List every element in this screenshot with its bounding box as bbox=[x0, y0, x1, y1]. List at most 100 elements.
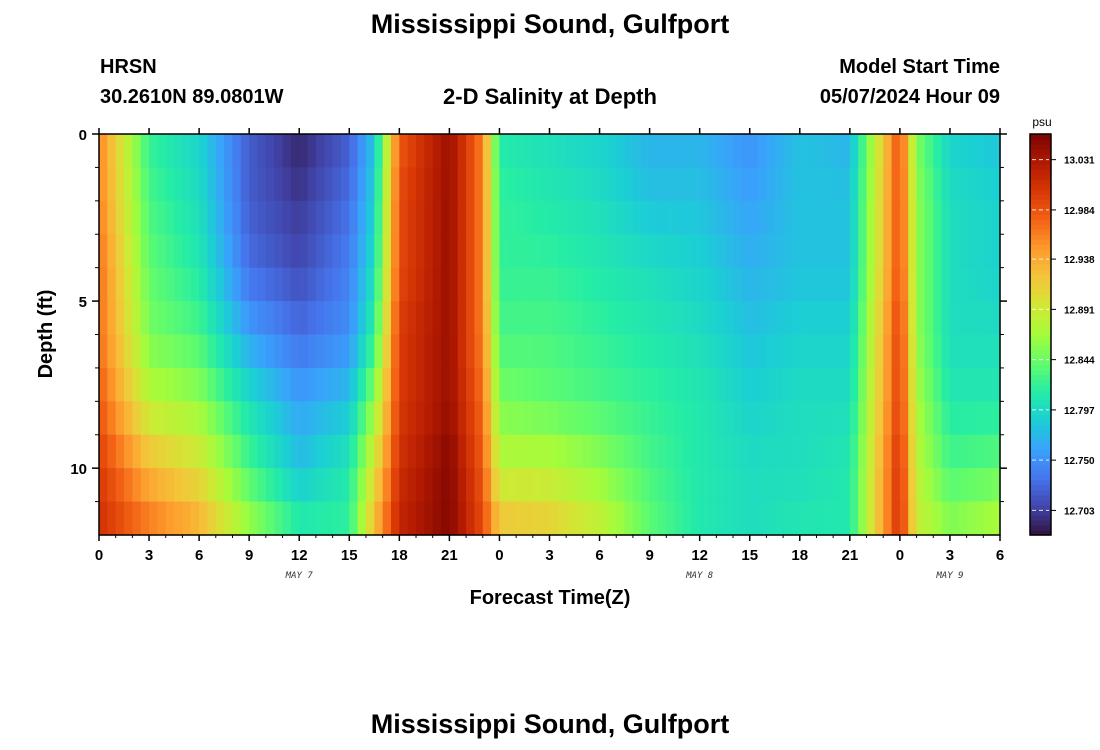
colorbar-border bbox=[1029, 133, 1052, 536]
heatmap-cell bbox=[766, 301, 776, 336]
heatmap-cell bbox=[741, 167, 751, 202]
heatmap-cell bbox=[107, 401, 117, 436]
heatmap-cell bbox=[99, 301, 108, 336]
heatmap-cell bbox=[349, 301, 359, 336]
y-tick-label: 0 bbox=[79, 127, 87, 144]
heatmap-cell bbox=[457, 200, 467, 235]
heatmap-cell bbox=[799, 234, 809, 269]
heatmap-cell bbox=[791, 301, 801, 336]
heatmap-cell bbox=[557, 134, 567, 169]
heatmap-cell bbox=[841, 200, 851, 235]
heatmap-cell bbox=[682, 434, 692, 469]
heatmap-cell bbox=[749, 267, 759, 302]
heatmap-cell bbox=[749, 501, 759, 536]
heatmap-cell bbox=[482, 501, 492, 536]
heatmap-cell bbox=[799, 434, 809, 469]
colorbar-segment bbox=[1030, 464, 1051, 471]
heatmap-cell bbox=[849, 334, 859, 369]
heatmap-cell bbox=[207, 501, 217, 536]
heatmap-cell bbox=[499, 468, 509, 503]
heatmap-cell bbox=[841, 267, 851, 302]
heatmap-cell bbox=[708, 501, 717, 536]
heatmap-cell bbox=[632, 200, 642, 235]
heatmap-cell bbox=[149, 501, 158, 536]
heatmap-cell bbox=[265, 167, 275, 202]
heatmap-cell bbox=[958, 234, 968, 269]
heatmap-cell bbox=[299, 134, 309, 169]
heatmap-cell bbox=[607, 267, 617, 302]
heatmap-cell bbox=[749, 367, 759, 402]
heatmap-cell bbox=[399, 301, 409, 336]
heatmap-cell bbox=[758, 134, 767, 169]
heatmap-cell bbox=[149, 267, 158, 302]
heatmap-cell bbox=[324, 301, 334, 336]
heatmap-cell bbox=[641, 267, 651, 302]
heatmap-cell bbox=[507, 301, 517, 336]
heatmap-cell bbox=[724, 167, 734, 202]
heatmap-cell bbox=[758, 301, 767, 336]
heatmap-cell bbox=[149, 334, 158, 369]
heatmap-cell bbox=[499, 367, 509, 402]
heatmap-cell bbox=[699, 334, 709, 369]
heatmap-cell bbox=[290, 501, 300, 536]
colorbar-tick-label: 12.797 bbox=[1064, 406, 1095, 417]
heatmap-cell bbox=[607, 234, 617, 269]
colorbar-segment bbox=[1030, 274, 1051, 280]
heatmap-cell bbox=[682, 468, 692, 503]
heatmap-cell bbox=[516, 434, 526, 469]
heatmap-cell bbox=[491, 267, 501, 302]
heatmap-cell bbox=[883, 501, 893, 536]
heatmap-cell bbox=[215, 200, 225, 235]
colorbar-segment bbox=[1030, 139, 1051, 145]
heatmap-cell bbox=[682, 301, 692, 336]
heatmap-cell bbox=[132, 301, 142, 336]
heatmap-cell bbox=[607, 167, 617, 202]
heatmap-cell bbox=[749, 468, 759, 503]
heatmap-cell bbox=[791, 134, 801, 169]
heatmap-cell bbox=[916, 401, 926, 436]
heatmap-cell bbox=[566, 234, 576, 269]
heatmap-cell bbox=[941, 367, 951, 402]
heatmap-cell bbox=[290, 367, 300, 402]
heatmap-cell bbox=[933, 334, 943, 369]
heatmap-cell bbox=[399, 334, 409, 369]
heatmap-cell bbox=[816, 134, 826, 169]
heatmap-cell bbox=[966, 234, 976, 269]
heatmap-cell bbox=[891, 434, 901, 469]
heatmap-cell bbox=[841, 334, 851, 369]
heatmap-cell bbox=[115, 334, 125, 369]
heatmap-cell bbox=[115, 167, 125, 202]
heatmap-cell bbox=[624, 434, 634, 469]
heatmap-cell bbox=[966, 301, 976, 336]
heatmap-cell bbox=[224, 134, 234, 169]
heatmap-cell bbox=[332, 434, 342, 469]
heatmap-cell bbox=[933, 167, 943, 202]
heatmap-cell bbox=[282, 367, 292, 402]
colorbar-segment bbox=[1030, 189, 1051, 195]
heatmap-cell bbox=[432, 267, 442, 302]
heatmap-cell bbox=[741, 200, 751, 235]
heatmap-cell bbox=[416, 334, 425, 369]
heatmap-cell bbox=[207, 267, 217, 302]
heatmap-cell bbox=[257, 134, 267, 169]
heatmap-cell bbox=[699, 200, 709, 235]
heatmap-cell bbox=[382, 301, 392, 336]
colorbar-segment bbox=[1030, 159, 1051, 165]
date-label: MAY 8 bbox=[685, 571, 713, 581]
heatmap-cell bbox=[457, 167, 467, 202]
heatmap-cell bbox=[474, 468, 484, 503]
heatmap-cell bbox=[933, 367, 943, 402]
heatmap-cell bbox=[566, 167, 576, 202]
heatmap-cell bbox=[365, 468, 375, 503]
heatmap-cell bbox=[232, 301, 242, 336]
heatmap-cell bbox=[708, 367, 717, 402]
heatmap-cell bbox=[799, 401, 809, 436]
heatmap-cell bbox=[883, 200, 893, 235]
heatmap-cell bbox=[824, 200, 834, 235]
heatmap-cell bbox=[449, 367, 459, 402]
heatmap-cell bbox=[474, 367, 484, 402]
heatmap-cell bbox=[274, 501, 284, 536]
colorbar-segment bbox=[1030, 444, 1051, 451]
heatmap-cell bbox=[240, 301, 250, 336]
heatmap-cell bbox=[340, 267, 350, 302]
